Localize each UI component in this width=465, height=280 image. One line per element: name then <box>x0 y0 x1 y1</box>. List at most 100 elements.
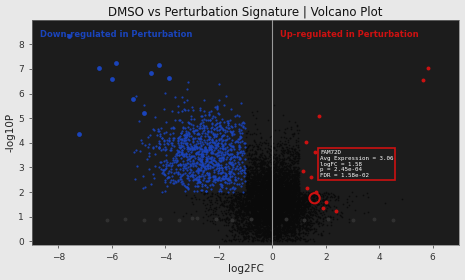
Point <box>228 233 235 237</box>
Point <box>235 122 243 126</box>
Point <box>202 130 209 135</box>
Point <box>219 177 226 181</box>
Point <box>209 220 216 225</box>
Point <box>266 199 273 204</box>
Point <box>233 192 240 197</box>
Point <box>320 201 327 205</box>
Point <box>252 182 259 187</box>
Point <box>252 164 259 168</box>
Point <box>265 214 272 219</box>
Point <box>287 208 295 213</box>
Point <box>203 157 211 161</box>
Point <box>269 218 277 223</box>
Point <box>295 131 302 136</box>
Point <box>261 216 269 220</box>
Point <box>245 200 252 205</box>
Point <box>260 208 268 213</box>
Point <box>257 205 264 209</box>
Point <box>215 195 222 200</box>
Point <box>252 207 259 212</box>
Point <box>271 227 278 231</box>
Point <box>275 173 282 178</box>
Point <box>298 192 305 196</box>
Point <box>266 169 273 173</box>
Point <box>279 113 287 117</box>
Point <box>279 221 286 225</box>
Point <box>213 124 221 129</box>
Point <box>272 222 280 227</box>
Point <box>256 211 263 216</box>
Point <box>277 169 284 174</box>
Point <box>220 199 227 204</box>
Point <box>261 194 269 199</box>
Point <box>193 168 200 172</box>
Point <box>286 196 293 200</box>
Point <box>238 197 245 201</box>
Point <box>399 197 406 202</box>
Point <box>281 238 288 242</box>
Point <box>290 213 298 218</box>
Point <box>203 196 211 200</box>
Point <box>266 232 273 237</box>
Point <box>229 206 236 210</box>
Point <box>271 214 279 218</box>
Point <box>316 192 323 197</box>
Point <box>263 185 270 189</box>
Point <box>256 188 263 193</box>
Point <box>258 211 265 215</box>
Point <box>265 187 272 192</box>
Point <box>320 211 328 216</box>
Point <box>253 168 261 172</box>
Point <box>275 209 282 214</box>
Point <box>245 200 252 205</box>
Point <box>194 151 202 156</box>
Point <box>237 128 245 132</box>
Point <box>315 208 322 213</box>
Point <box>266 202 273 207</box>
Point <box>257 166 265 171</box>
Point <box>242 164 250 169</box>
Point <box>283 202 290 207</box>
Point <box>285 237 292 241</box>
Point <box>288 160 295 165</box>
Point <box>282 204 289 208</box>
Point <box>268 185 276 189</box>
Point <box>285 211 292 216</box>
Point <box>284 180 292 185</box>
Point <box>263 183 270 188</box>
Point <box>260 233 267 238</box>
Point <box>242 171 250 175</box>
Point <box>266 204 273 208</box>
Point <box>238 168 246 172</box>
Point <box>261 198 269 202</box>
Point <box>304 210 312 214</box>
Point <box>178 140 185 145</box>
Point <box>310 226 318 230</box>
Point <box>271 199 279 204</box>
Point <box>189 200 196 204</box>
Point <box>258 180 265 185</box>
Point <box>260 211 268 215</box>
Point <box>259 238 267 243</box>
Point <box>291 232 299 236</box>
Point <box>259 203 266 208</box>
Point <box>286 199 294 203</box>
Point <box>274 191 281 195</box>
Point <box>213 153 220 158</box>
Point <box>284 216 291 220</box>
Point <box>252 116 259 120</box>
Point <box>168 140 176 145</box>
Point <box>267 173 274 178</box>
Point <box>301 202 308 207</box>
Point <box>230 206 237 211</box>
Point <box>281 189 289 193</box>
Point <box>268 230 276 235</box>
Point <box>299 225 306 229</box>
Point <box>245 129 252 133</box>
Point <box>288 217 296 221</box>
Point <box>258 174 265 179</box>
Point <box>283 164 290 169</box>
Point <box>271 190 279 195</box>
Point <box>259 217 267 221</box>
Point <box>282 183 289 187</box>
